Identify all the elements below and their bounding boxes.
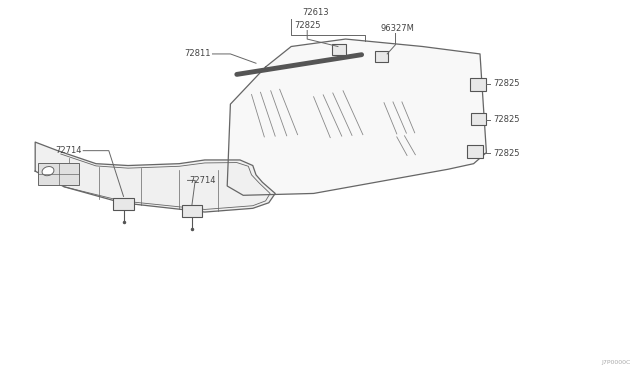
- FancyBboxPatch shape: [375, 51, 388, 62]
- Polygon shape: [227, 39, 486, 195]
- FancyBboxPatch shape: [470, 78, 486, 91]
- Text: 72825: 72825: [493, 149, 519, 158]
- FancyBboxPatch shape: [182, 205, 202, 217]
- FancyBboxPatch shape: [38, 163, 79, 185]
- Text: 72825: 72825: [294, 21, 321, 30]
- FancyBboxPatch shape: [332, 44, 346, 55]
- Text: 72613: 72613: [302, 8, 329, 17]
- FancyBboxPatch shape: [113, 198, 134, 210]
- Text: 96327M: 96327M: [381, 24, 415, 33]
- FancyBboxPatch shape: [471, 113, 486, 125]
- Text: 72811: 72811: [185, 49, 211, 58]
- Text: 72714: 72714: [189, 176, 215, 185]
- Text: 72825: 72825: [493, 115, 519, 124]
- Text: 72714: 72714: [56, 146, 82, 155]
- Polygon shape: [35, 142, 275, 212]
- Ellipse shape: [42, 167, 54, 176]
- FancyBboxPatch shape: [467, 145, 483, 158]
- Text: J7P0000C: J7P0000C: [601, 360, 630, 365]
- Text: 72825: 72825: [493, 79, 519, 88]
